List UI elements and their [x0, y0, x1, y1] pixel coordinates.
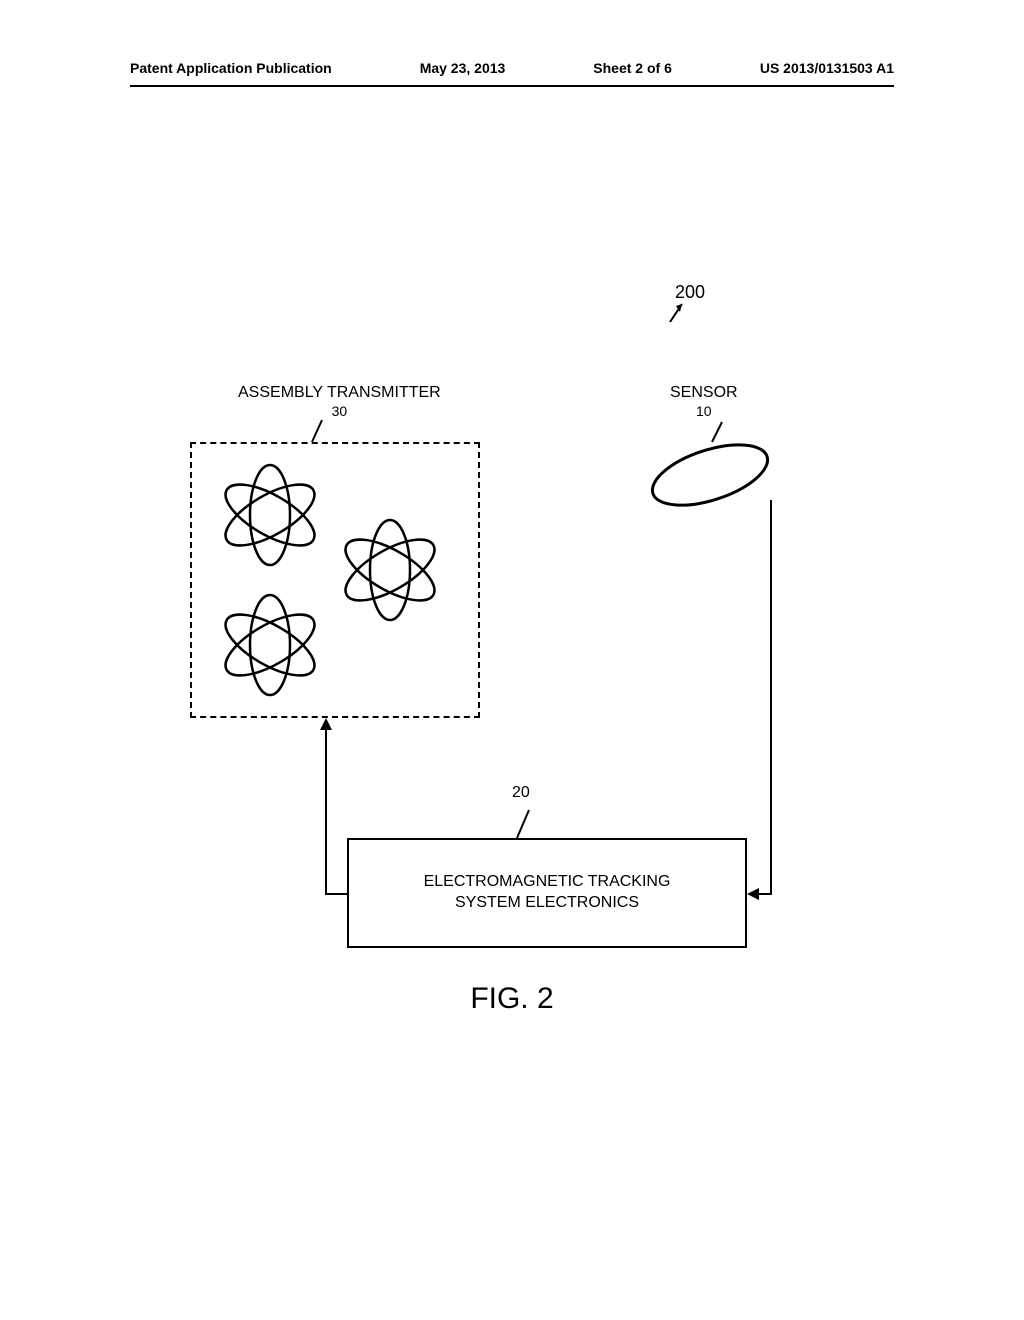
conn-electronics-transmitter-v: [325, 728, 327, 895]
atom-icon-3: [210, 590, 330, 700]
electronics-box: ELECTROMAGNETIC TRACKING SYSTEM ELECTRON…: [347, 838, 747, 948]
transmitter-label-text: ASSEMBLY TRANSMITTER: [238, 384, 441, 401]
conn-electronics-transmitter-h: [325, 893, 347, 895]
atom-icon-2: [330, 515, 450, 625]
sensor-ellipse: [640, 430, 780, 520]
transmitter-label: ASSEMBLY TRANSMITTER 30: [238, 383, 441, 421]
transmitter-number: 30: [332, 403, 348, 419]
diagram: 200 ASSEMBLY TRANSMITTER 30 SENSOR 10: [0, 0, 1024, 1320]
sensor-number: 10: [696, 403, 712, 419]
reference-200-arrow: [668, 300, 698, 330]
sensor-label-text: SENSOR: [670, 384, 738, 401]
arrow-to-electronics: [747, 888, 759, 900]
arrow-to-transmitter: [320, 718, 332, 730]
sensor-label: SENSOR 10: [670, 383, 738, 421]
reference-20: 20: [512, 784, 530, 802]
conn-sensor-electronics-h: [757, 893, 772, 895]
figure-label: FIG. 2: [0, 982, 1024, 1016]
atom-icon-1: [210, 460, 330, 570]
conn-sensor-electronics-v: [770, 500, 772, 895]
electronics-label: ELECTROMAGNETIC TRACKING SYSTEM ELECTRON…: [424, 872, 671, 914]
